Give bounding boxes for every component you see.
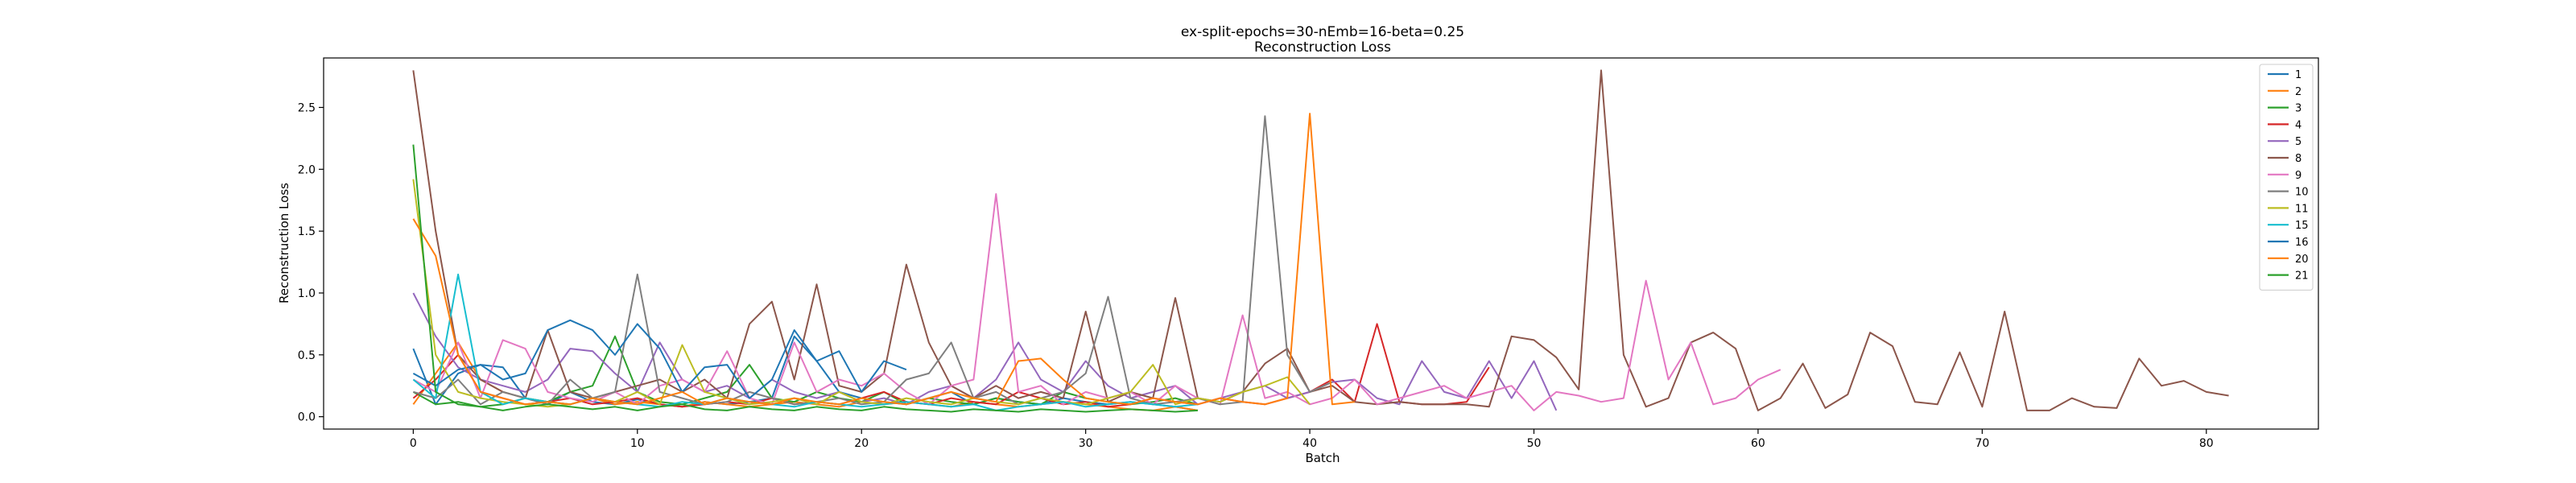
y-tick-label: 0.5: [298, 349, 316, 362]
x-tick-label: 30: [1079, 437, 1093, 450]
legend-label-9: 9: [2295, 170, 2301, 182]
series-line-20: [412, 113, 1355, 406]
y-tick-label: 2.0: [298, 163, 316, 176]
legend-label-8: 8: [2295, 153, 2301, 165]
legend-label-10: 10: [2295, 187, 2309, 199]
legend-label-20: 20: [2295, 254, 2309, 266]
y-tick-label: 1.0: [298, 287, 316, 300]
legend-label-4: 4: [2295, 119, 2301, 131]
axes-frame: [323, 57, 2319, 430]
x-tick-label: 20: [854, 437, 869, 450]
legend-label-11: 11: [2295, 203, 2309, 215]
legend-label-3: 3: [2295, 103, 2301, 115]
y-tick-label: 2.5: [298, 101, 316, 114]
series-line-8: [412, 69, 2229, 411]
plot-area: [412, 69, 2229, 413]
x-tick-label: 0: [410, 437, 417, 450]
series-line-21: [412, 144, 1198, 413]
legend-label-21: 21: [2295, 270, 2309, 283]
x-tick-label: 10: [630, 437, 645, 450]
legend-label-16: 16: [2295, 237, 2309, 249]
axes: 0 10 20 30 40 50 60 70 80 0.0 0.5 1.0 1.5 2.0 2.5: [298, 57, 2319, 450]
x-axis-label: Batch: [1305, 451, 1340, 465]
series-line-15: [412, 273, 1199, 411]
legend-label-2: 2: [2295, 86, 2301, 98]
x-tick-label: 80: [2199, 437, 2214, 450]
legend: 1 2 3 4 5 8 9 10 11 15 16 20 21: [2259, 64, 2314, 291]
legend-box: [2259, 64, 2314, 291]
y-tick-label: 0.0: [298, 411, 316, 424]
x-tick-label: 60: [1751, 437, 1765, 450]
y-tick-label: 1.5: [298, 225, 316, 238]
legend-label-1: 1: [2295, 69, 2301, 81]
x-tick-label: 50: [1527, 437, 1542, 450]
series-line-16: [412, 319, 907, 399]
chart-subtitle: Reconstruction Loss: [1254, 39, 1391, 56]
y-axis-label: Reconstruction Loss: [277, 183, 291, 303]
legend-label-15: 15: [2295, 220, 2309, 232]
x-tick-label: 40: [1302, 437, 1317, 450]
chart-title: ex-split-epochs=30-nEmb=16-beta=0.25: [1181, 24, 1464, 40]
legend-label-5: 5: [2295, 136, 2301, 148]
x-tick-label: 70: [1975, 437, 1989, 450]
series-line-5: [412, 292, 1558, 411]
series-line-9: [412, 193, 1781, 411]
